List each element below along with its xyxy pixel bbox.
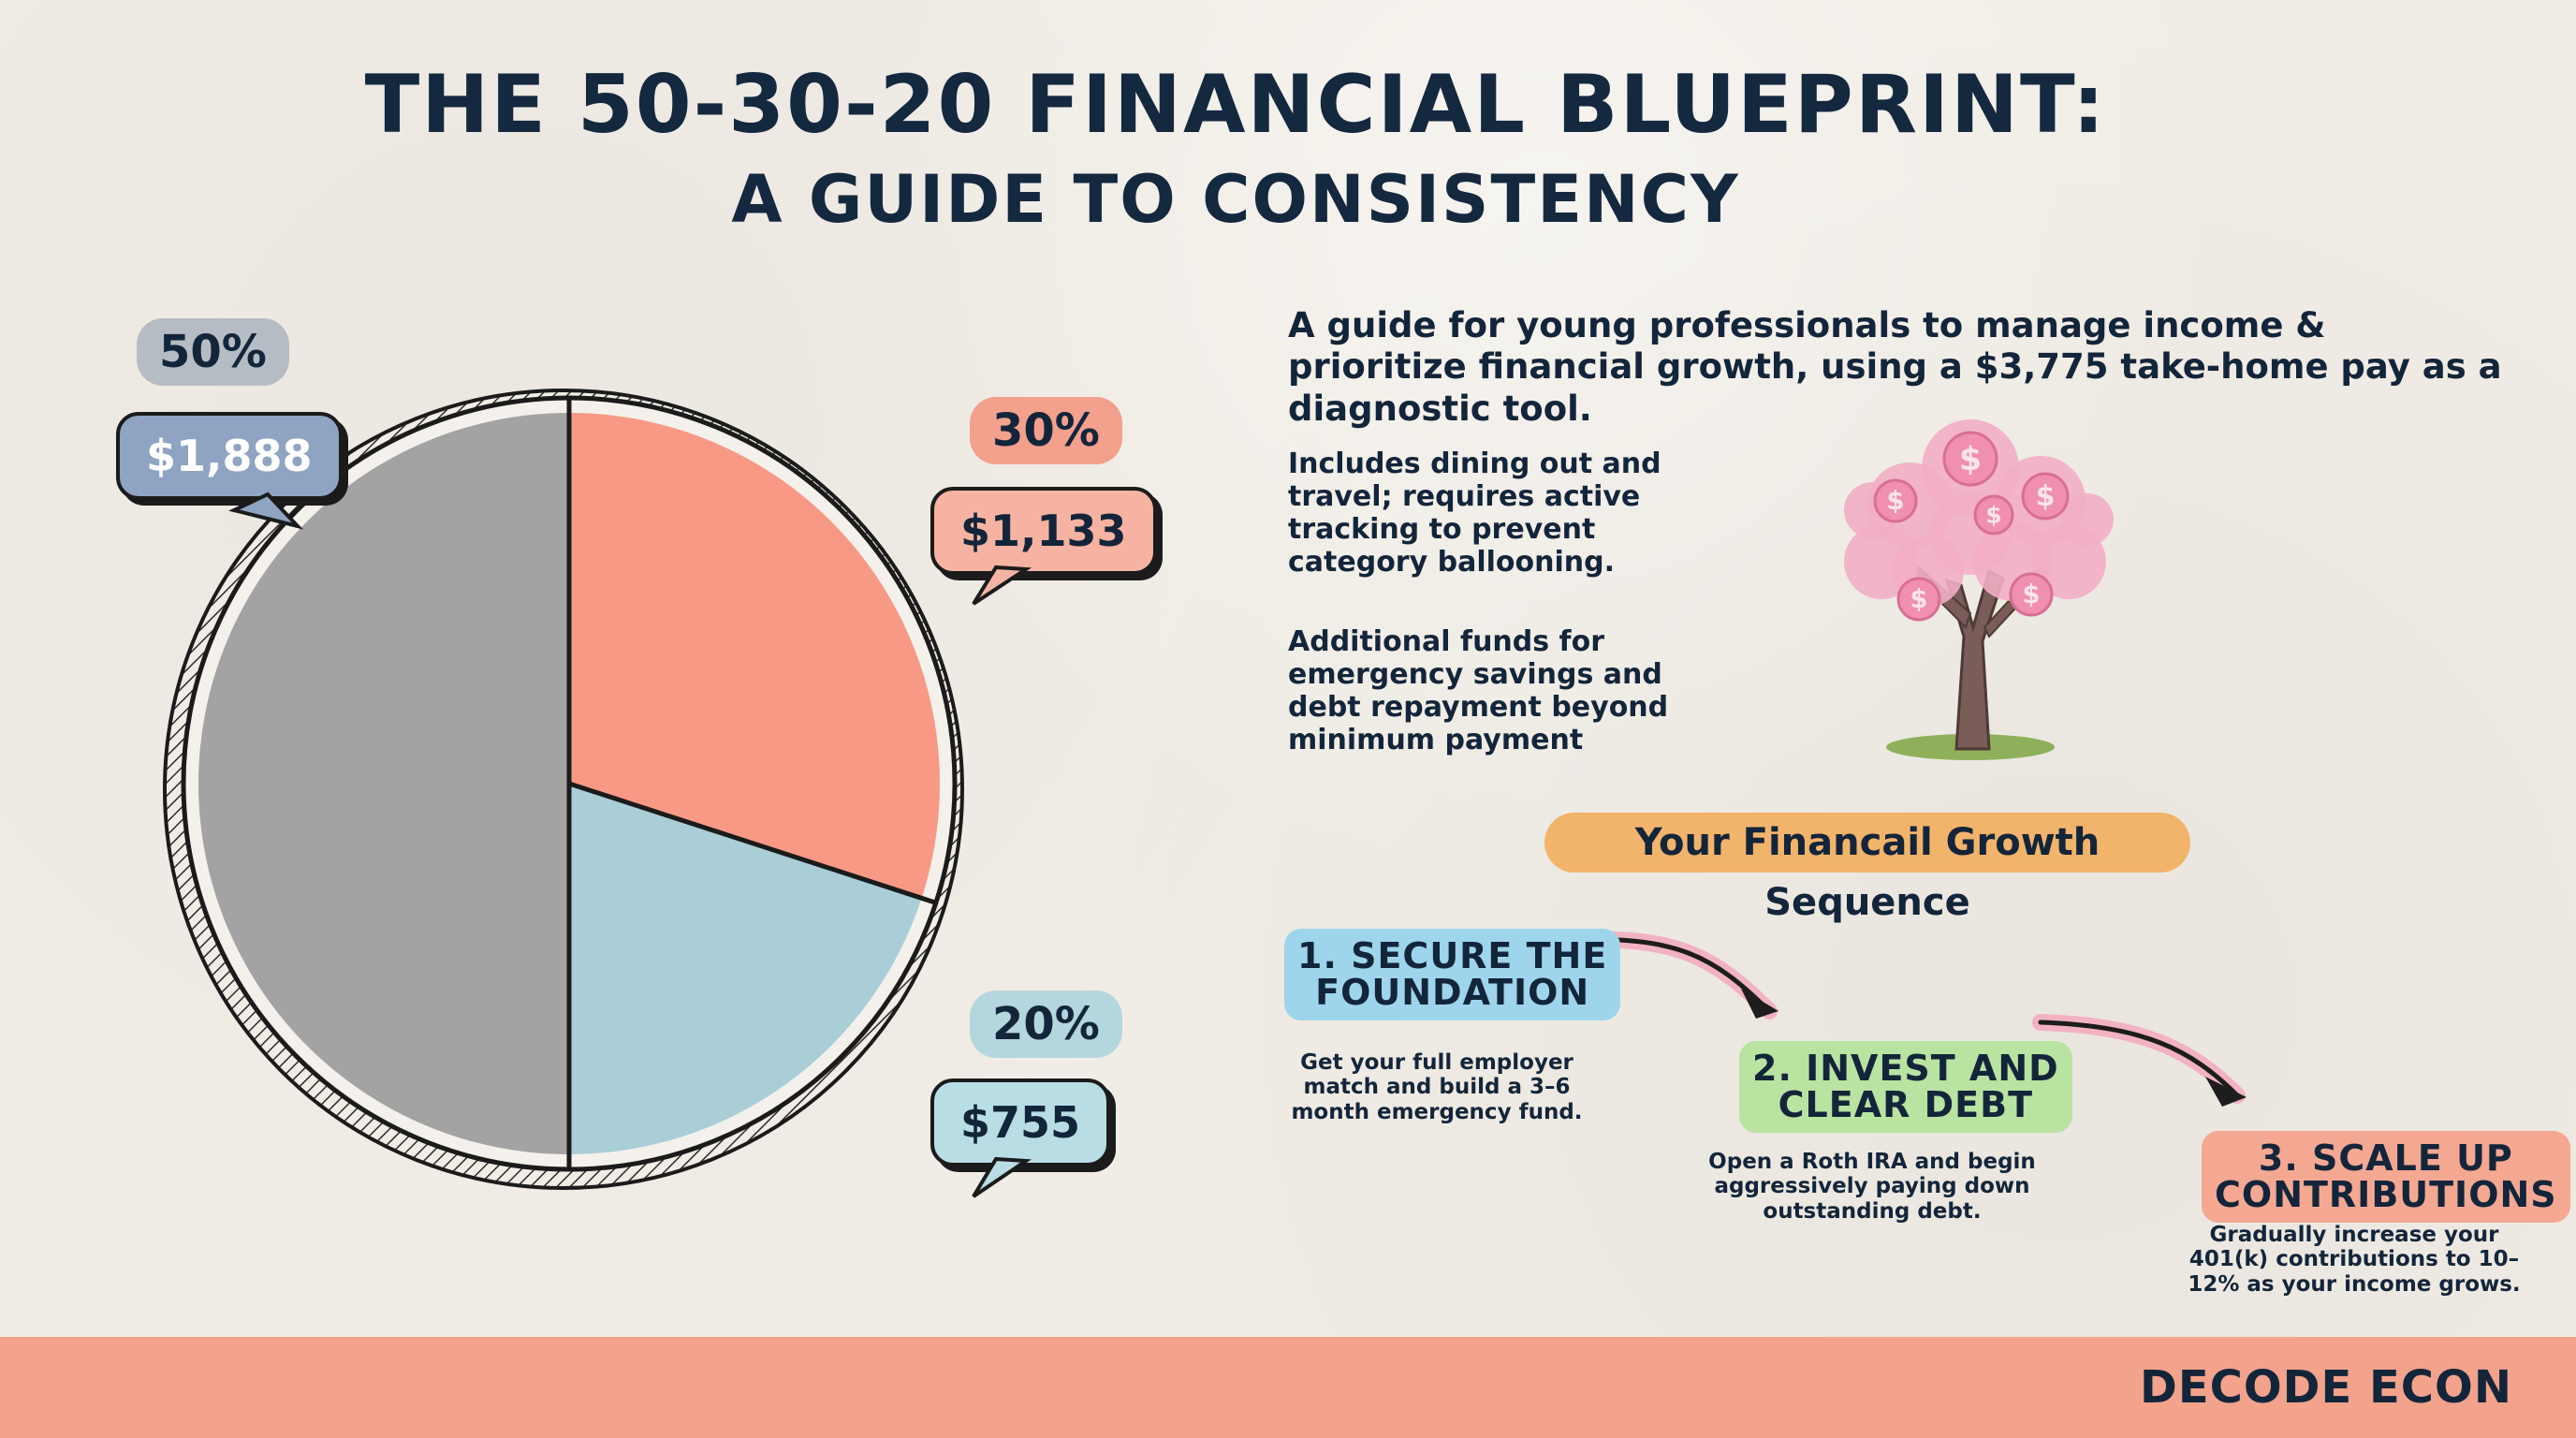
dollar-coin-icon — [1973, 494, 2014, 536]
dollar-sign-icon: $ — [1910, 584, 1927, 614]
page-title: THE 50-30-20 FINANCIAL BLUEPRINT: — [364, 58, 2107, 152]
brand-name: DECODE ECON — [2140, 1361, 2512, 1414]
step-2-description: Open a Roth IRA and begin aggressively p… — [1708, 1150, 2036, 1224]
savings-bubble-tail — [972, 1156, 1032, 1198]
dollar-coin-icon — [1873, 478, 1918, 523]
blossom — [2061, 493, 2114, 546]
wants-percent-badge: 30% — [970, 397, 1122, 464]
pie-slice-savings — [569, 784, 922, 1154]
savings-percent-badge: 20% — [970, 990, 1122, 1058]
needs-percent-badge: 50% — [137, 318, 289, 386]
dollar-coin-icon — [2009, 572, 2054, 617]
needs-amount-bubble: $1,888 — [116, 412, 343, 500]
tree-blossoms: $$ $$ $$ — [1844, 419, 2114, 622]
step-1-description: Get your full employer match and build a… — [1291, 1050, 1583, 1124]
needs-bubble-tail — [228, 492, 304, 530]
dollar-sign-icon: $ — [2022, 580, 2040, 609]
dollar-sign-icon: $ — [1886, 486, 1904, 516]
page-subtitle: A GUIDE TO CONSISTENCY — [731, 161, 1740, 238]
budget-pie-chart — [163, 389, 964, 1190]
sequence-title: Your Financail Growth Sequence — [1544, 813, 2190, 924]
savings-amount-bubble: $755 — [930, 1078, 1111, 1167]
savings-note: Additional funds for emergency savings a… — [1288, 625, 1669, 757]
footer-bar: DECODE ECON — [0, 1337, 2576, 1438]
pie-divider — [566, 781, 939, 905]
money-tree-icon: $$ $$ $$ — [1844, 419, 2114, 760]
dollar-coin-icon — [1942, 431, 1998, 487]
dollar-coin-icon — [2021, 472, 2070, 521]
wants-bubble-tail — [972, 565, 1032, 606]
pie-slice-needs — [198, 413, 569, 1154]
step-3-description: Gradually increase your 401(k) contribut… — [2188, 1223, 2521, 1297]
step-3-label: 3. SCALE UP CONTRIBUTIONS — [2202, 1131, 2570, 1223]
wants-note: Includes dining out and travel; requires… — [1288, 448, 1661, 580]
dollar-sign-icon: $ — [2036, 480, 2056, 513]
bubble-tails — [228, 492, 1032, 1198]
dollar-coin-icon — [1896, 577, 1941, 622]
step-1-label: 1. SECURE THE FOUNDATION — [1284, 929, 1621, 1020]
dollar-sign-icon: $ — [1959, 441, 1982, 478]
intro-text: A guide for young professionals to manag… — [1288, 305, 2502, 429]
step-2-label: 2. INVEST AND CLEAR DEBT — [1739, 1041, 2072, 1133]
pie-slice-wants — [569, 413, 940, 899]
arrow-step2-to-step3 — [2032, 1014, 2247, 1107]
wants-amount-bubble: $1,133 — [930, 487, 1157, 575]
dollar-sign-icon: $ — [1985, 501, 2001, 528]
